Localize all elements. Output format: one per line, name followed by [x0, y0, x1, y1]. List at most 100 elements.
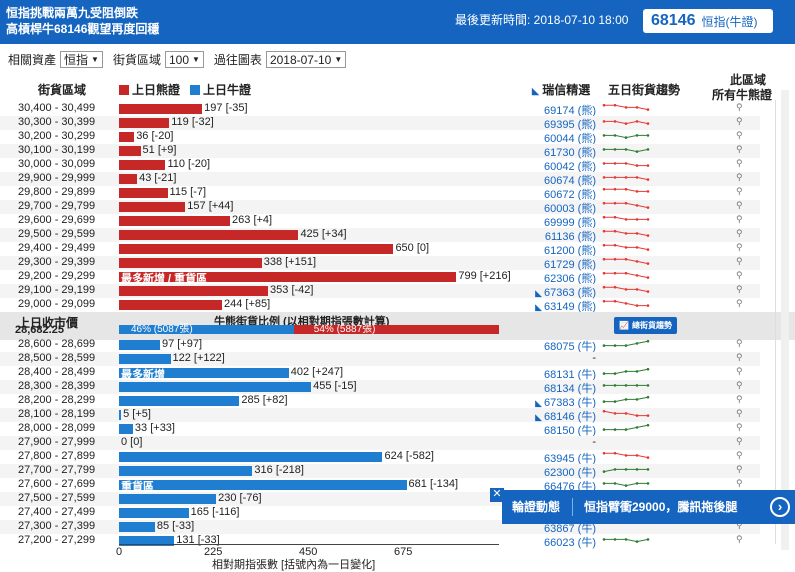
bull-bar[interactable] [119, 536, 175, 546]
bull-bar[interactable] [119, 452, 383, 462]
bull-bar[interactable] [119, 382, 312, 392]
bull-bar[interactable] [119, 396, 240, 406]
trend-cell[interactable] [602, 408, 650, 424]
warrant-code-link[interactable]: ◣ 68146 (牛) [520, 408, 596, 424]
bear-bar[interactable] [119, 300, 223, 310]
bull-bar[interactable] [119, 522, 155, 532]
magnifier-icon[interactable]: ⚲ [736, 214, 743, 224]
warrant-code-link[interactable]: ◣ 67363 (熊) [520, 284, 596, 300]
warrant-code-link[interactable]: 61729 (熊) [520, 256, 596, 272]
trend-cell[interactable] [602, 116, 650, 132]
warrant-code-link[interactable]: 60042 (熊) [520, 158, 596, 174]
date-select[interactable]: 2018-07-10 ▼ [265, 51, 347, 68]
bear-bar[interactable] [119, 216, 231, 226]
total-trend-button[interactable]: 📈 總街貨趨勢 [614, 317, 677, 334]
bull-bar[interactable] [119, 508, 189, 518]
magnifier-icon[interactable]: ⚲ [736, 130, 743, 140]
trend-cell[interactable] [602, 102, 650, 118]
magnifier-icon[interactable]: ⚲ [736, 270, 743, 280]
trend-cell[interactable] [602, 534, 650, 550]
trend-cell[interactable] [602, 298, 650, 314]
magnifier-icon[interactable]: ⚲ [736, 464, 743, 474]
warrant-code-link[interactable]: 69999 (熊) [520, 214, 596, 230]
warrant-code-link[interactable]: 69395 (熊) [520, 116, 596, 132]
bear-bar[interactable] [119, 258, 262, 268]
trend-cell[interactable] [602, 464, 650, 480]
trend-cell[interactable] [602, 338, 650, 354]
news-banner[interactable]: ✕ 輪證動態 恒指臂衝29000，騰訊拖後腿 › [490, 488, 795, 524]
warrant-code-link[interactable]: 61136 (熊) [520, 228, 596, 244]
warrant-code-link[interactable]: 69174 (熊) [520, 102, 596, 118]
magnifier-icon[interactable]: ⚲ [736, 298, 743, 308]
magnifier-icon[interactable]: ⚲ [736, 228, 743, 238]
headline[interactable]: 恒指挑戰兩萬九受阻倒跌 高槓桿牛68146觀望再度回穩 [6, 5, 159, 37]
magnifier-icon[interactable]: ⚲ [736, 478, 743, 488]
bear-bar[interactable] [119, 132, 135, 142]
magnifier-icon[interactable]: ⚲ [736, 366, 743, 376]
warrant-code-link[interactable]: 63945 (牛) [520, 450, 596, 466]
warrant-code-link[interactable]: 63867 (牛) [520, 520, 596, 536]
warrant-code-link[interactable]: - [520, 352, 596, 364]
banner-headline[interactable]: 恒指臂衝29000，騰訊拖後腿 [584, 500, 738, 514]
asset-select[interactable]: 恒指 ▼ [60, 51, 103, 68]
magnifier-icon[interactable]: ⚲ [736, 116, 743, 126]
warrant-code-box[interactable]: 68146 恒指(牛證) [643, 9, 773, 33]
zone-select[interactable]: 100 ▼ [164, 51, 204, 68]
trend-cell[interactable] [602, 130, 650, 146]
warrant-code-link[interactable]: 68150 (牛) [520, 422, 596, 438]
magnifier-icon[interactable]: ⚲ [736, 338, 743, 348]
trend-cell[interactable] [602, 478, 650, 494]
bull-bar[interactable] [119, 466, 253, 476]
bear-bar[interactable] [119, 272, 457, 282]
bear-bar[interactable] [119, 104, 203, 114]
bull-bar[interactable] [119, 410, 122, 420]
trend-cell[interactable] [602, 242, 650, 258]
magnifier-icon[interactable]: ⚲ [736, 534, 743, 544]
scrollbar[interactable] [781, 90, 789, 550]
bear-bar[interactable] [119, 202, 186, 212]
trend-cell[interactable] [602, 228, 650, 244]
warrant-code-link[interactable]: 66023 (牛) [520, 534, 596, 550]
magnifier-icon[interactable]: ⚲ [736, 284, 743, 294]
trend-cell[interactable] [602, 172, 650, 188]
warrant-code-link[interactable]: 68131 (牛) [520, 366, 596, 382]
trend-cell[interactable] [602, 380, 650, 396]
magnifier-icon[interactable]: ⚲ [736, 380, 743, 390]
trend-cell[interactable] [602, 256, 650, 272]
bear-bar[interactable] [119, 174, 138, 184]
warrant-code-link[interactable]: - [520, 436, 596, 448]
magnifier-icon[interactable]: ⚲ [736, 242, 743, 252]
trend-cell[interactable] [602, 158, 650, 174]
bull-bar[interactable] [119, 368, 289, 378]
close-icon[interactable]: ✕ [490, 488, 504, 502]
trend-cell[interactable] [602, 270, 650, 286]
bear-bar[interactable] [119, 286, 269, 296]
trend-cell[interactable] [602, 200, 650, 216]
warrant-code-link[interactable]: 60044 (熊) [520, 130, 596, 146]
trend-cell[interactable] [602, 366, 650, 382]
magnifier-icon[interactable]: ⚲ [736, 186, 743, 196]
trend-cell[interactable] [602, 214, 650, 230]
trend-cell[interactable] [602, 284, 650, 300]
bear-bar[interactable] [119, 244, 394, 254]
bear-bar[interactable] [119, 188, 168, 198]
trend-cell[interactable] [602, 394, 650, 410]
warrant-code-link[interactable]: 68075 (牛) [520, 338, 596, 354]
magnifier-icon[interactable]: ⚲ [736, 394, 743, 404]
magnifier-icon[interactable]: ⚲ [736, 102, 743, 112]
warrant-code-link[interactable]: 62306 (熊) [520, 270, 596, 286]
warrant-code-link[interactable]: 61200 (熊) [520, 242, 596, 258]
warrant-code-link[interactable]: 60003 (熊) [520, 200, 596, 216]
bear-bar[interactable] [119, 160, 166, 170]
magnifier-icon[interactable]: ⚲ [736, 158, 743, 168]
magnifier-icon[interactable]: ⚲ [736, 256, 743, 266]
warrant-code-link[interactable]: ◣ 67383 (牛) [520, 394, 596, 410]
warrant-code-link[interactable]: ◣ 63149 (熊) [520, 298, 596, 314]
bull-bar[interactable] [119, 354, 171, 364]
warrant-code-link[interactable]: 60672 (熊) [520, 186, 596, 202]
trend-cell[interactable] [602, 450, 650, 466]
warrant-code-link[interactable]: 60674 (熊) [520, 172, 596, 188]
bull-bar[interactable] [119, 340, 160, 350]
trend-cell[interactable] [602, 186, 650, 202]
headline-line2[interactable]: 高槓桿牛68146觀望再度回穩 [6, 22, 160, 36]
